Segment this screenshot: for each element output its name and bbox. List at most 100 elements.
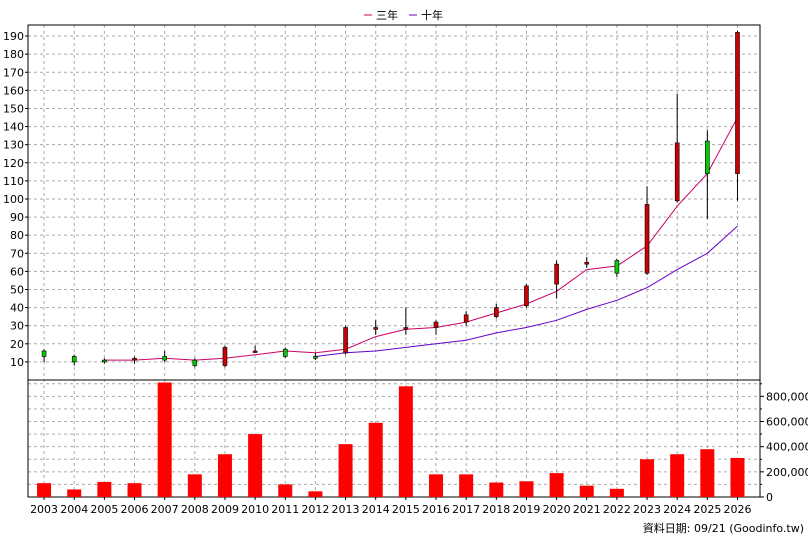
candle [433, 320, 439, 335]
x-tick-label: 2011 [271, 503, 299, 516]
plot-frame [27, 24, 761, 498]
volume-bar [519, 481, 534, 497]
candle [282, 347, 288, 359]
candle-body [463, 314, 469, 323]
candle [313, 352, 318, 361]
x-tick-label: 2014 [362, 503, 390, 516]
x-tick-label: 2021 [573, 503, 601, 516]
price-tick-label: 70 [10, 247, 24, 260]
candle [222, 345, 228, 368]
x-tick-label: 2004 [60, 503, 88, 516]
x-tick-label: 2016 [422, 503, 450, 516]
candle [343, 325, 348, 355]
volume-bar [67, 489, 82, 497]
price-tick-label: 190 [3, 30, 24, 43]
candle-body [192, 359, 198, 366]
x-tick-label: 2009 [211, 503, 239, 516]
candle-body [313, 356, 318, 359]
price-tick-label: 50 [10, 283, 24, 296]
candle-body [252, 350, 258, 353]
price-tick-label: 110 [3, 175, 24, 188]
x-tick-label: 2015 [392, 503, 420, 516]
candle [162, 351, 167, 362]
source-label: 資料日期: 09/21 (Goodinfo.tw) [643, 521, 804, 535]
candle [524, 284, 529, 308]
candle-body [735, 32, 740, 174]
price-tick-label: 20 [10, 338, 24, 351]
volume-bar [730, 458, 745, 497]
candle-body [282, 348, 288, 357]
x-tick-label: 2003 [30, 503, 58, 516]
candle [463, 311, 469, 326]
volume-bars [37, 382, 745, 497]
candle-body [554, 263, 559, 285]
volume-bar [97, 481, 112, 497]
candle [614, 258, 620, 277]
x-tick-label: 2019 [512, 503, 540, 516]
volume-bar [278, 484, 293, 497]
candle-body [644, 204, 650, 274]
legend-ma3-label: 三年 [376, 8, 398, 22]
volume-bar [459, 474, 474, 497]
x-tick-label: 2024 [663, 503, 691, 516]
candle-body [162, 356, 167, 361]
x-tick-label: 2025 [693, 503, 721, 516]
x-tick-label: 2012 [301, 503, 329, 516]
volume-bar [489, 482, 504, 497]
tick-labels: 10 20 30 40 50 60 70 80 90 100 110 120 130 140 150 160 1… [3, 30, 808, 516]
volume-tick-label: 0 [766, 491, 773, 504]
candle [252, 345, 258, 353]
candlesticks [41, 30, 740, 368]
legend: 三年 十年 [364, 8, 443, 22]
legend-ma10-label: 十年 [421, 8, 443, 22]
x-tick-label: 2008 [181, 503, 209, 516]
volume-tick-label: 800,000 [766, 390, 808, 403]
price-tick-label: 150 [3, 102, 24, 115]
candle [584, 256, 590, 268]
x-tick-label: 2013 [332, 503, 360, 516]
x-tick-label: 2005 [90, 503, 118, 516]
volume-bar [579, 485, 594, 497]
grid [28, 25, 760, 497]
x-tick-label: 2026 [723, 503, 751, 516]
candle [192, 358, 198, 368]
volume-bar [157, 382, 172, 497]
x-tick-label: 2007 [151, 503, 179, 516]
candle-body [132, 357, 137, 361]
price-tick-label: 120 [3, 157, 24, 170]
candle-body [373, 327, 379, 330]
volume-bar [308, 491, 323, 497]
x-tick-label: 2017 [452, 503, 480, 516]
candle [674, 93, 680, 203]
volume-bar [670, 454, 685, 497]
volume-bar [368, 422, 383, 497]
candle [41, 349, 47, 362]
price-tick-label: 160 [3, 84, 24, 97]
x-tick-label: 2006 [121, 503, 149, 516]
candle-body [493, 307, 499, 317]
x-tick-label: 2018 [482, 503, 510, 516]
candle-body [524, 285, 529, 307]
candle [403, 307, 409, 335]
price-tick-label: 180 [3, 48, 24, 61]
candle [735, 30, 740, 201]
price-tick-label: 140 [3, 121, 24, 134]
volume-bar [338, 444, 353, 497]
ma3-line [104, 117, 738, 361]
candle [493, 303, 499, 319]
candle [373, 320, 379, 335]
price-tick-label: 90 [10, 211, 24, 224]
candle [132, 356, 137, 364]
candle [705, 130, 710, 219]
axes [25, 24, 764, 500]
volume-bar [609, 488, 624, 497]
moving-average-lines [104, 117, 738, 361]
volume-bar [248, 434, 263, 497]
candle-body [343, 327, 348, 354]
price-tick-label: 170 [3, 66, 24, 79]
candle-body [41, 350, 47, 357]
volume-bar [398, 386, 413, 497]
price-tick-label: 100 [3, 193, 24, 206]
ma10-line [315, 225, 738, 357]
